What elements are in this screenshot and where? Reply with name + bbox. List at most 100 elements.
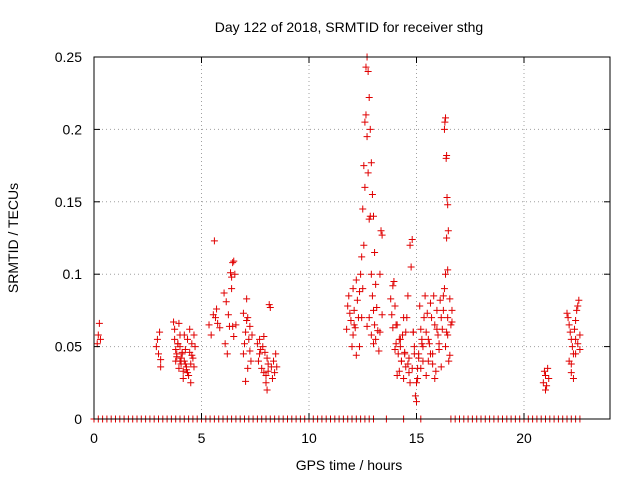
data-point [448, 318, 456, 326]
data-point [376, 270, 384, 278]
data-point [446, 351, 454, 359]
data-point [568, 343, 576, 351]
data-point [371, 248, 379, 256]
data-point [171, 325, 179, 333]
data-point [360, 162, 368, 170]
x-tick-labels: 0 5 10 15 20 [90, 430, 532, 446]
data-point [260, 369, 268, 377]
data-point [407, 263, 415, 271]
data-point [446, 295, 454, 303]
data-point [441, 118, 449, 126]
data-point [242, 377, 250, 385]
y-tick-labels: 0 0.05 0.1 0.15 0.2 0.25 [55, 49, 82, 427]
data-point [542, 386, 549, 394]
data-point [246, 322, 254, 330]
data-point [436, 296, 444, 304]
data-point [542, 372, 549, 380]
data-point [349, 331, 357, 339]
data-point [358, 314, 366, 322]
data-point [264, 367, 272, 375]
data-point [544, 364, 552, 372]
data-point [422, 328, 430, 336]
data-point [435, 340, 443, 348]
data-point [572, 350, 580, 358]
data-point [393, 372, 401, 380]
data-point [430, 292, 438, 300]
x-tick-label: 20 [516, 430, 532, 446]
data-point [444, 314, 452, 322]
data-point [575, 296, 583, 304]
data-point [370, 306, 377, 314]
data-point [362, 111, 370, 119]
y-tick-label: 0.15 [55, 194, 82, 210]
data-point [433, 306, 441, 314]
data-point [171, 335, 179, 343]
data-point [271, 369, 279, 377]
data-point [213, 305, 221, 313]
data-point [243, 317, 251, 325]
plot-frame [93, 56, 611, 420]
data-point [245, 335, 253, 343]
data-point [366, 125, 374, 133]
data-point [413, 379, 420, 387]
data-point [94, 331, 102, 339]
data-point [391, 345, 399, 353]
data-point [411, 392, 419, 400]
data-point [187, 379, 195, 387]
x-axis-label: GPS time / hours [296, 457, 403, 473]
data-point [185, 372, 193, 380]
data-point [366, 212, 374, 220]
data-point [539, 379, 547, 387]
data-point [350, 321, 358, 329]
data-point [260, 332, 268, 340]
data-point [345, 292, 353, 300]
data-point [211, 314, 219, 322]
data-point [223, 350, 231, 358]
data-point [157, 363, 165, 371]
data-point [444, 227, 452, 235]
data-point [367, 270, 375, 278]
data-point [372, 280, 380, 288]
data-point [153, 335, 161, 343]
data-point [372, 335, 380, 343]
data-point [426, 299, 434, 307]
data-point [175, 364, 183, 372]
data-point [175, 319, 183, 327]
data-point [363, 133, 371, 141]
data-point [364, 169, 372, 177]
data-point [444, 201, 452, 209]
data-point [405, 369, 413, 377]
data-point [415, 354, 423, 362]
data-point [433, 325, 441, 333]
data-point [93, 340, 101, 348]
data-point [389, 282, 397, 290]
data-point [242, 328, 250, 336]
data-point [443, 193, 451, 201]
data-point [420, 314, 428, 322]
data-point [344, 302, 352, 310]
data-point [409, 328, 417, 336]
data-point [563, 309, 571, 317]
data-point [406, 241, 414, 249]
data-point [448, 306, 456, 314]
data-point [400, 374, 408, 382]
data-point [576, 345, 584, 353]
data-point [564, 314, 572, 322]
x-tick-label: 10 [301, 430, 317, 446]
data-point [389, 324, 397, 332]
data-point [361, 183, 369, 191]
data-point [228, 273, 236, 281]
data-point [567, 360, 575, 368]
data-point [416, 302, 424, 310]
data-point [172, 357, 180, 365]
data-point [220, 289, 228, 297]
data-point [429, 360, 437, 368]
data-point [230, 257, 238, 265]
data-point [253, 340, 261, 348]
data-point [434, 331, 442, 339]
data-point [368, 292, 376, 300]
data-point [214, 319, 222, 327]
data-point [265, 301, 273, 309]
data-point [422, 372, 430, 380]
data-points [90, 53, 584, 423]
